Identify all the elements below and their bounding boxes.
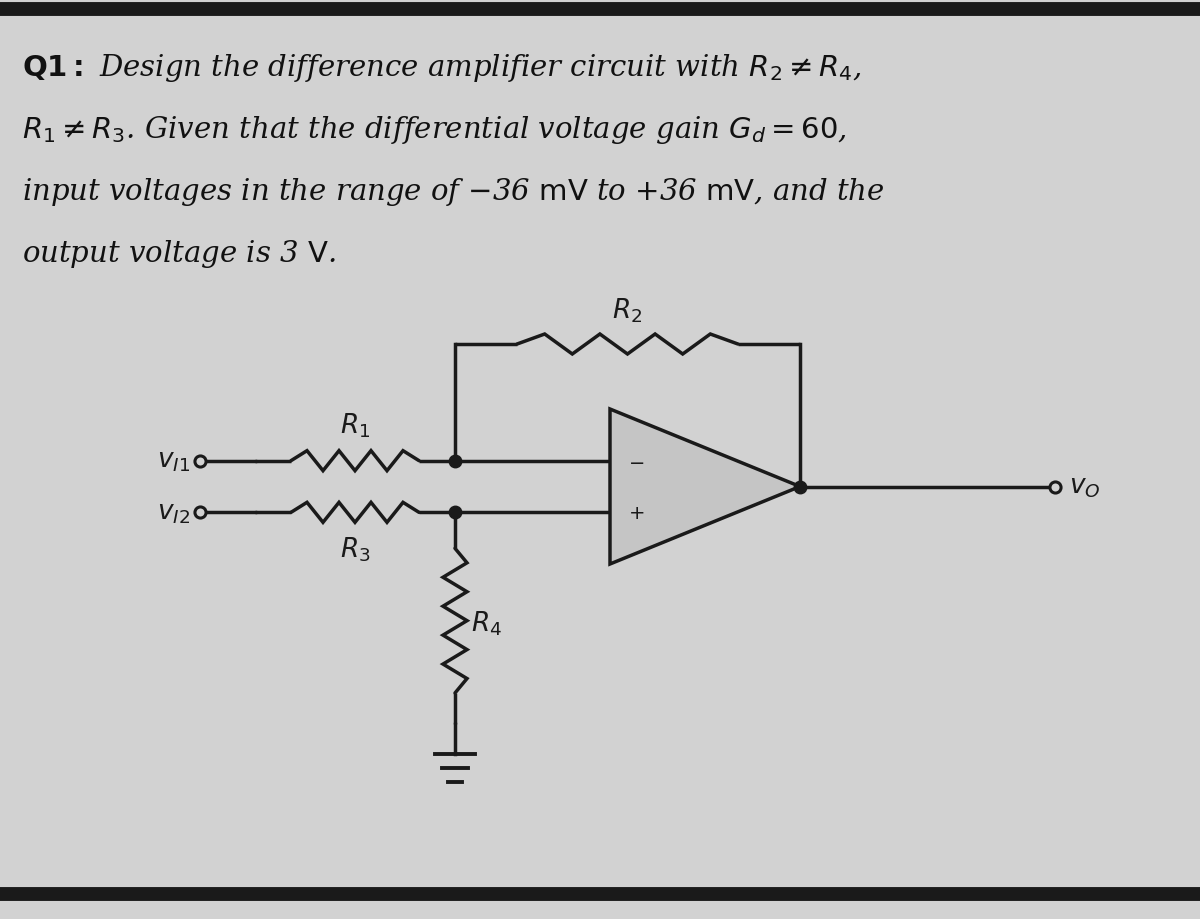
Text: $R_3$: $R_3$: [340, 535, 371, 563]
Text: $R_1 \neq R_3$. Given that the differential voltage gain $G_d = 60$,: $R_1 \neq R_3$. Given that the different…: [22, 114, 847, 146]
Text: $R_1$: $R_1$: [340, 411, 370, 439]
Text: $+$: $+$: [628, 504, 644, 522]
Text: $v_{I2}$: $v_{I2}$: [157, 500, 190, 526]
Text: $\mathbf{Q1:}$ Design the difference amplifier circuit with $R_2 \neq R_4$,: $\mathbf{Q1:}$ Design the difference amp…: [22, 52, 862, 84]
Text: $-$: $-$: [628, 451, 644, 471]
Polygon shape: [610, 410, 800, 564]
Text: $v_O$: $v_O$: [1069, 474, 1100, 499]
Text: $R_4$: $R_4$: [470, 609, 502, 638]
Text: $v_{I1}$: $v_{I1}$: [157, 448, 190, 473]
Text: output voltage is 3 $\mathrm{V}$.: output voltage is 3 $\mathrm{V}$.: [22, 238, 336, 269]
Text: input voltages in the range of $-$36 $\mathrm{mV}$ to $+$36 $\mathrm{mV}$, and t: input voltages in the range of $-$36 $\m…: [22, 176, 884, 208]
Text: $R_2$: $R_2$: [612, 296, 643, 324]
